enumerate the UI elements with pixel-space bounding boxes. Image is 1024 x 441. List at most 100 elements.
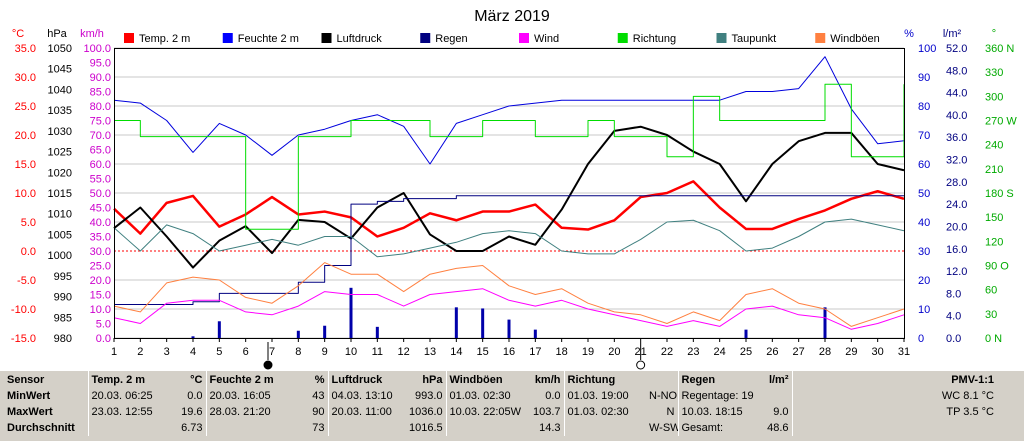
x-tick-label: 26 [766,346,778,358]
series-line-wind [113,288,905,330]
chart-legend: Temp. 2 m Feuchte 2 m Luftdruck Regen Wind Ri… [124,33,880,45]
x-tick-label: 5 [216,346,222,358]
tick-label-percent: 40 [918,217,930,229]
tick-label-rain: 0.0 [946,333,961,345]
x-tick-label: 18 [556,346,568,358]
tick-label-kmh: 30.0 [90,246,111,258]
tick-label-hpa: 1010 [48,209,72,221]
tick-label-kmh: 65.0 [90,145,111,157]
x-tick-label: 2 [137,346,143,358]
tick-label-rain: 32.0 [946,155,967,167]
stats-press-time [327,420,406,436]
tick-label-hpa: 1020 [48,167,72,179]
tick-label-kmh: 15.0 [90,290,111,302]
tick-label-kmh: 40.0 [90,217,111,229]
tick-label-temp: 15.0 [15,159,36,171]
x-tick-label: 10 [345,346,357,358]
rain-bar [217,321,221,338]
chart-grid [114,47,904,339]
axis-unit-temp: °C [12,28,24,40]
tick-label-hpa: 1035 [48,105,72,117]
tick-label-dir: 240 [985,140,1003,152]
stats-temp-time: 23.03. 12:55 [87,404,166,420]
stats-header-rain-unit: l/m² [768,373,789,386]
tick-label-rain: 12.0 [946,266,967,278]
stats-hum-time [205,420,288,436]
tick-label-kmh: 45.0 [90,203,111,215]
tick-label-hpa: 1030 [48,126,72,138]
x-tick-label: 22 [661,346,673,358]
stats-gust-value: 0.0 [545,390,561,402]
tick-label-rain: 48.0 [946,65,967,77]
rain-bar [191,336,195,338]
plot-frame [114,48,905,339]
legend-swatch [124,33,134,43]
tick-label-hpa: 1000 [48,250,72,262]
legend-swatch [716,33,727,43]
tick-label-hpa: 1050 [48,43,72,55]
tick-label-rain: 16.0 [946,244,967,256]
axis-unit-rain: l/m² [943,28,962,40]
tick-label-temp: -10.0 [11,304,36,316]
stats-header-gust-unit: km/h [534,373,561,386]
stats-header-temp: Temp. 2 m [87,371,166,388]
tick-label-kmh: 80.0 [90,101,111,113]
tick-label-kmh: 10.0 [90,304,111,316]
stats-header-temp-unit: °C [190,373,203,386]
x-tick-label: 4 [190,346,196,358]
series-line-regen [114,195,904,306]
tick-label-kmh: 60.0 [90,159,111,171]
stats-temp-time: 20.03. 06:25 [87,388,166,404]
tick-label-kmh: 95.0 [90,58,111,70]
legend-label: Windböen [830,33,880,45]
tick-label-kmh: 100.0 [83,43,111,55]
tick-label-percent: 80 [918,101,930,113]
legend-label: Regen [435,33,467,45]
stats-header-hum: Feuchte 2 m [205,371,288,388]
tick-label-percent: 10 [918,304,930,316]
tick-label-kmh: 70.0 [90,130,111,142]
tick-label-hpa: 985 [54,312,72,324]
stats-header-press: Luftdruck [327,371,406,388]
tick-label-hpa: 990 [54,292,72,304]
tick-label-dir: 0 N [985,333,1002,345]
x-tick-label: 31 [898,346,910,358]
stats-press-time: 20.03. 11:00 [327,404,406,420]
tick-label-rain: 20.0 [946,221,967,233]
tick-label-kmh: 50.0 [90,188,111,200]
stats-header-rain: Regen [677,371,758,388]
stats-header-gust: Windböen [445,371,526,388]
tick-label-percent: 100 [918,43,936,55]
tick-label-temp: 30.0 [15,72,36,84]
stats-rain-time: 10.03. 18:15 [677,404,758,420]
statistics-table: Sensor Temp. 2 m °C Feuchte 2 m % Luftdr… [0,371,1024,436]
x-tick-label: 19 [582,346,594,358]
stats-dir-time: 01.03. 02:30 [563,404,646,420]
rain-bar [481,308,485,338]
stats-row-max: MaxWert 23.03. 12:55 19.6 28.03. 21:20 9… [0,404,1024,420]
stats-hum-value: 43 [312,390,325,402]
x-tick-label: 7 [269,346,275,358]
tick-label-kmh: 5.0 [96,319,111,331]
tick-label-dir: 270 W [985,116,1017,128]
tick-label-dir: 150 [985,212,1003,224]
legend-label: Luftdruck [337,33,383,45]
rain-bar [533,329,537,338]
tick-label-temp: 0.0 [21,246,36,258]
x-tick-label: 12 [398,346,410,358]
stats-header-row: Sensor Temp. 2 m °C Feuchte 2 m % Luftdr… [0,371,1024,388]
tick-label-hpa: 1005 [48,229,72,241]
stats-row-label: MaxWert [7,406,53,418]
stats-rain-value: 9.0 [773,406,789,418]
tick-label-dir: 60 [985,285,997,297]
stats-dir-value: W-SW [649,422,678,434]
legend-swatch [420,33,431,43]
legend-label: Wind [534,33,559,45]
tick-label-dir: 30 [985,309,997,321]
x-tick-label: 16 [503,346,515,358]
tick-label-dir: 180 S [985,188,1014,200]
stats-header-press-unit: hPa [422,373,443,386]
series-line-windb-en [113,262,905,327]
x-tick-label: 8 [295,346,301,358]
x-tick-label: 28 [819,346,831,358]
